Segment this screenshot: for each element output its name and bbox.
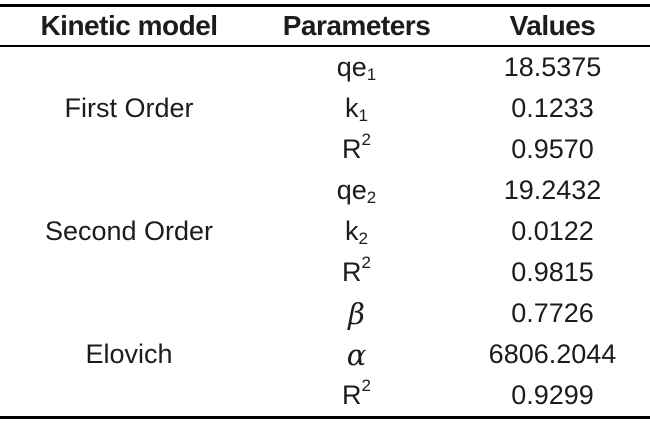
model-name: Second Order [44,216,214,246]
value-cell: 19.2432 [503,175,602,205]
parameter-symbol: β [348,296,365,331]
header-parameters: Parameters [282,10,431,41]
table-header-row: Kinetic model Parameters Values [0,7,650,45]
parameter-symbol: R [342,134,362,164]
model-name: Elovich [85,339,173,369]
parameter-cell: β [258,293,455,334]
value-cell: 18.5375 [503,52,602,82]
value-cell: 0.7726 [511,298,594,328]
parameter-symbol: k [345,93,359,123]
parameter-symbol: qe [336,52,367,82]
parameter-symbol: R [342,257,362,287]
model-group: Elovich β 0.7726 α 6806.2044 R 2 0.9299 [0,293,650,416]
table-bottom-rule [0,416,650,419]
parameter-cell: α [258,334,455,375]
table-body: First Order qe 1 18.5375 k 1 0.1233 R 2 0.9570 Sec… [0,47,650,416]
header-values: Values [509,10,596,41]
model-group: Second Order qe 2 19.2432 k 2 0.0122 R 2 0.9815 [0,170,650,293]
parameter-symbol: α [346,337,367,372]
value-cell: 0.1233 [511,93,594,123]
parameter-symbol: qe [336,175,367,205]
value-cell: 0.9815 [511,257,594,287]
parameter-symbol: k [345,216,359,246]
value-cell: 0.9570 [511,134,594,164]
model-name: First Order [64,93,194,123]
table-header-rule [0,45,650,47]
parameter-symbol: R [342,380,362,410]
parameter-cell: qe 2 [336,175,377,207]
model-group: First Order qe 1 18.5375 k 1 0.1233 R 2 0.9570 [0,47,650,170]
value-cell: 0.0122 [511,216,594,246]
value-cell: 0.9299 [511,380,594,410]
table-top-rule [0,4,650,7]
value-cell: 6806.2044 [488,339,617,369]
parameter-cell: qe 1 [336,52,377,84]
header-kinetic-model: Kinetic model [40,10,218,41]
